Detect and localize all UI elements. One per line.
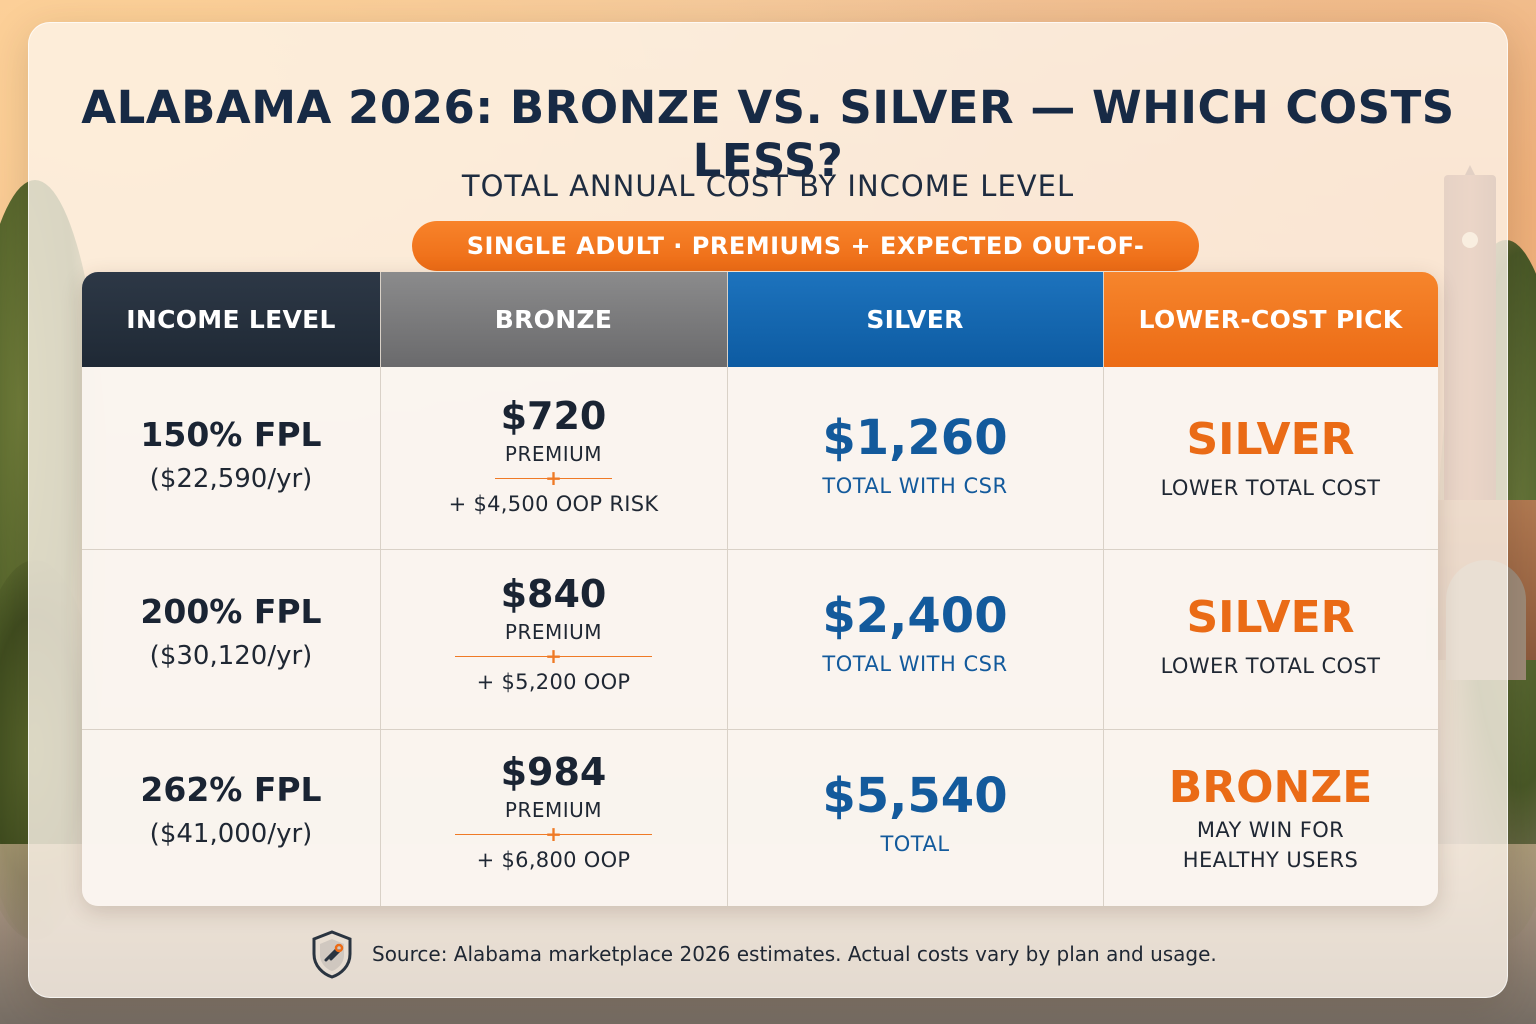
plus-divider: + bbox=[380, 644, 727, 668]
table-row-income: 262% FPL ($41,000/yr) bbox=[82, 770, 380, 849]
table-row-pick: SILVER LOWER TOTAL COST bbox=[1103, 592, 1438, 681]
header-bronze: BRONZE bbox=[380, 272, 727, 367]
silver-total-price: $5,540 bbox=[822, 768, 1008, 824]
column-divider bbox=[727, 272, 728, 906]
table-row-pick: SILVER LOWER TOTAL COST bbox=[1103, 414, 1438, 503]
pick-reason: LOWER TOTAL COST bbox=[1160, 654, 1381, 678]
page-subtitle: TOTAL ANNUAL COST BY INCOME LEVEL bbox=[461, 169, 1075, 203]
table-row-income: 200% FPL ($30,120/yr) bbox=[82, 592, 380, 671]
bronze-premium-label: PREMIUM bbox=[504, 798, 603, 822]
source-text: Source: Alabama marketplace 2026 estimat… bbox=[372, 942, 1217, 966]
pick-reason: MAY WIN FOR HEALTHY USERS bbox=[1182, 818, 1359, 872]
header-income-level: INCOME LEVEL bbox=[82, 272, 380, 367]
silver-total-label: TOTAL WITH CSR bbox=[822, 474, 1008, 498]
table-row-bronze: $720 PREMIUM + + $4,500 OOP RISK bbox=[380, 394, 727, 516]
row-divider bbox=[82, 729, 1438, 730]
pick-plan-name: SILVER bbox=[1186, 414, 1355, 465]
bronze-oop: + $6,800 OOP bbox=[476, 848, 631, 872]
silver-total-price: $2,400 bbox=[822, 588, 1008, 644]
header-lower-cost-pick: LOWER-COST PICK bbox=[1103, 272, 1438, 367]
bronze-premium-label: PREMIUM bbox=[504, 620, 603, 644]
table-row-silver: $1,260 TOTAL WITH CSR bbox=[727, 410, 1103, 498]
plus-divider: + bbox=[380, 466, 727, 490]
header-silver: SILVER bbox=[727, 272, 1103, 367]
plus-divider: + bbox=[380, 822, 727, 846]
income-percent: 262% FPL bbox=[140, 770, 322, 809]
bronze-premium-price: $984 bbox=[500, 750, 607, 794]
silver-total-label: TOTAL bbox=[880, 832, 950, 856]
table-row-silver: $2,400 TOTAL WITH CSR bbox=[727, 588, 1103, 676]
bronze-premium-label: PREMIUM bbox=[504, 442, 603, 466]
income-percent: 150% FPL bbox=[140, 415, 322, 454]
shield-icon bbox=[312, 930, 352, 979]
assumption-badge: SINGLE ADULT · PREMIUMS + EXPECTED OUT-O… bbox=[412, 221, 1199, 310]
column-divider bbox=[380, 272, 381, 906]
page-title: ALABAMA 2026: BRONZE VS. SILVER — WHICH … bbox=[81, 81, 1455, 187]
table-row-income: 150% FPL ($22,590/yr) bbox=[82, 415, 380, 494]
bronze-premium-price: $840 bbox=[500, 572, 607, 616]
row-divider bbox=[82, 549, 1438, 550]
bronze-oop: + $5,200 OOP bbox=[476, 670, 631, 694]
silver-total-price: $1,260 bbox=[822, 410, 1008, 466]
bronze-oop: + $4,500 OOP RISK bbox=[448, 492, 659, 516]
silver-total-label: TOTAL WITH CSR bbox=[822, 652, 1008, 676]
bronze-premium-price: $720 bbox=[500, 394, 607, 438]
column-divider bbox=[1103, 272, 1104, 906]
table-row-bronze: $840 PREMIUM + + $5,200 OOP bbox=[380, 572, 727, 694]
income-amount: ($41,000/yr) bbox=[149, 819, 313, 849]
income-amount: ($30,120/yr) bbox=[149, 641, 313, 671]
table-row-pick: BRONZE MAY WIN FOR HEALTHY USERS bbox=[1103, 762, 1438, 875]
table-row-silver: $5,540 TOTAL bbox=[727, 768, 1103, 856]
pick-reason: LOWER TOTAL COST bbox=[1160, 476, 1381, 500]
comparison-table: INCOME LEVEL BRONZE SILVER LOWER-COST PI… bbox=[82, 272, 1438, 906]
pick-plan-name: SILVER bbox=[1186, 592, 1355, 643]
source-footer: Source: Alabama marketplace 2026 estimat… bbox=[310, 928, 1217, 980]
pick-plan-name: BRONZE bbox=[1168, 762, 1373, 813]
table-row-bronze: $984 PREMIUM + + $6,800 OOP bbox=[380, 750, 727, 872]
income-percent: 200% FPL bbox=[140, 592, 322, 631]
income-amount: ($22,590/yr) bbox=[149, 464, 313, 494]
